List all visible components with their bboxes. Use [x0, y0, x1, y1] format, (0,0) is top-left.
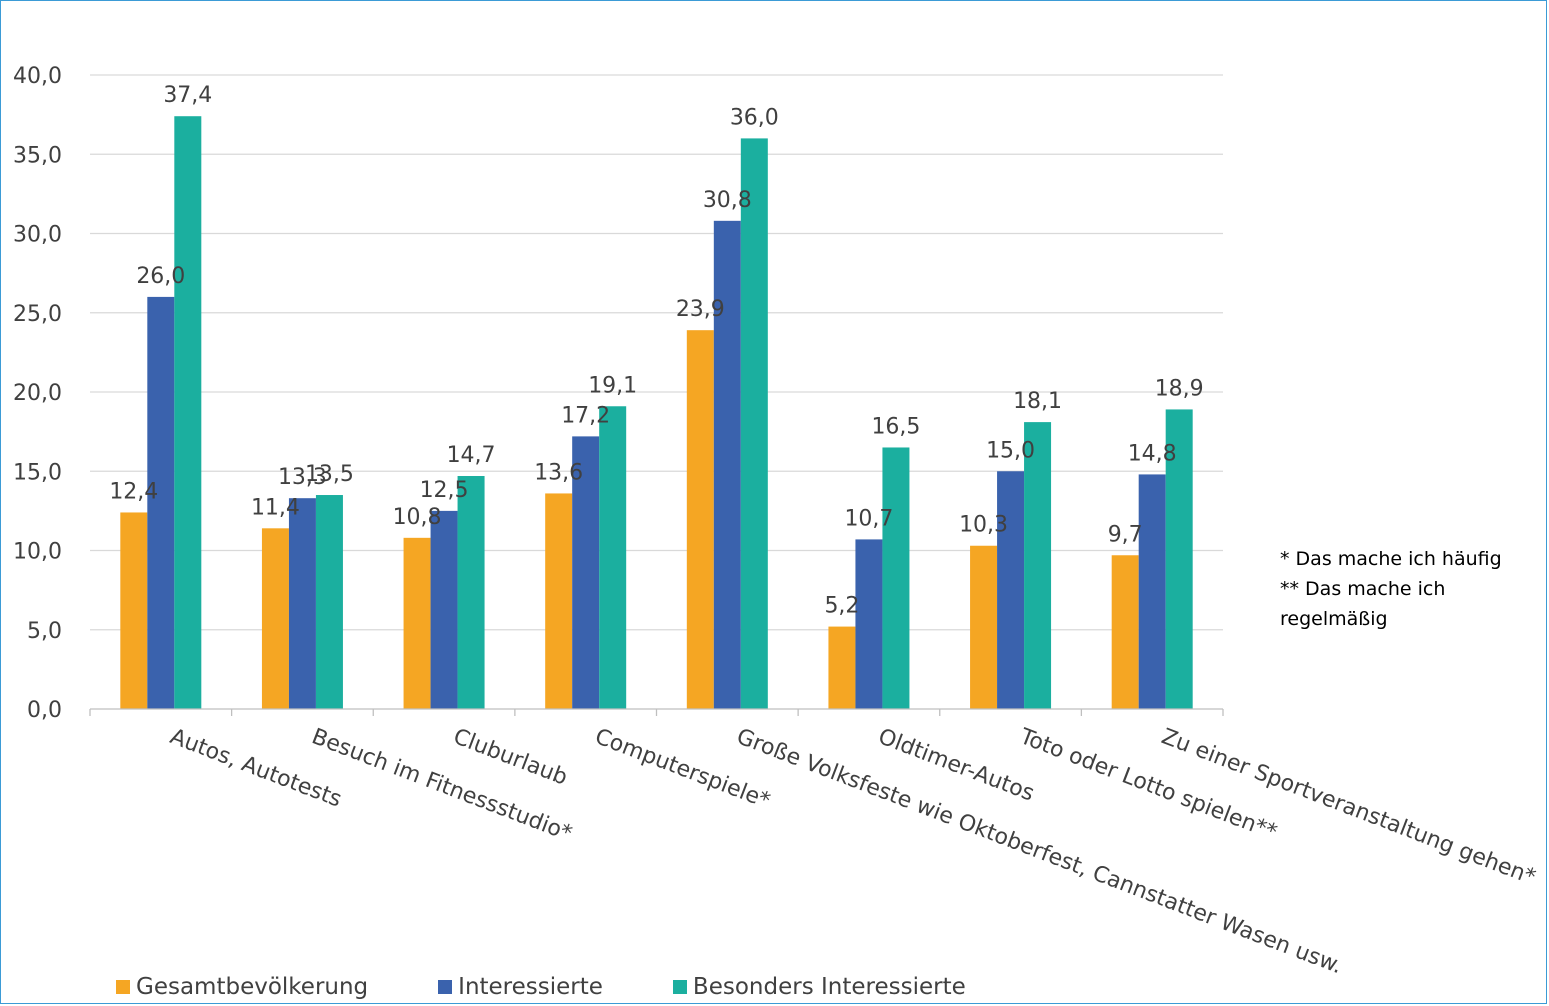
bar — [174, 116, 202, 709]
bar — [970, 545, 998, 709]
footnote-line-2: ** Das mache ich — [1280, 578, 1446, 600]
gridlines — [90, 74, 1223, 631]
y-tick-label: 15,0 — [13, 460, 62, 485]
data-label: 16,5 — [871, 414, 920, 439]
data-label: 12,5 — [420, 478, 469, 503]
bar — [572, 436, 600, 709]
bar — [545, 493, 573, 709]
data-label: 13,3 — [278, 465, 327, 490]
bar — [882, 447, 910, 709]
y-tick-label: 5,0 — [27, 619, 62, 644]
bar — [599, 406, 627, 709]
legend: Gesamtbevölkerung Interessierte Besonder… — [116, 970, 1036, 1004]
legend-swatch-gesamtbevoelkerung — [116, 980, 130, 994]
bar — [713, 220, 741, 709]
x-category-label: Besuch im Fitnessstudio* — [308, 724, 575, 846]
x-category-label: Toto oder Lotto spielen** — [1015, 724, 1280, 846]
y-tick-label: 40,0 — [13, 64, 62, 89]
bars — [120, 116, 1193, 709]
data-label: 13,5 — [305, 462, 354, 487]
legend-item-gesamtbevoelkerung: Gesamtbevölkerung — [116, 974, 368, 1000]
footnote-line-3: regelmäßig — [1280, 608, 1388, 630]
data-label: 9,7 — [1108, 522, 1143, 547]
footnote-line-1: * Das mache ich häufig — [1280, 548, 1502, 570]
bar — [288, 498, 316, 709]
data-label: 19,1 — [588, 373, 637, 398]
data-label: 10,8 — [393, 505, 442, 530]
y-tick-label: 35,0 — [13, 143, 62, 168]
data-label: 12,4 — [109, 479, 158, 504]
bar — [147, 296, 175, 709]
bar — [686, 330, 714, 709]
bar — [828, 626, 856, 709]
data-label: 26,0 — [136, 264, 185, 289]
y-tick-label: 30,0 — [13, 223, 62, 248]
data-label: 5,2 — [824, 594, 859, 619]
legend-item-besonders-interessierte: Besonders Interessierte — [672, 974, 966, 1000]
x-category-label: Cluburlaub — [450, 724, 571, 790]
data-label: 18,1 — [1013, 389, 1062, 414]
bar — [261, 528, 289, 709]
data-label: 30,8 — [703, 188, 752, 213]
bar — [997, 471, 1025, 709]
legend-swatch-besonders-interessierte — [672, 980, 687, 994]
bar — [315, 495, 343, 709]
data-label: 14,7 — [447, 443, 496, 468]
bar — [1138, 474, 1166, 709]
bar — [855, 539, 883, 709]
y-tick-label: 0,0 — [27, 698, 62, 723]
data-label: 18,9 — [1155, 376, 1204, 401]
bar — [1111, 555, 1139, 709]
footnote: * Das mache ich häufig ** Das mache ich … — [1280, 544, 1540, 634]
data-label: 23,9 — [676, 297, 725, 322]
legend-label: Besonders Interessierte — [692, 974, 966, 1000]
bar — [430, 510, 458, 709]
bar — [403, 537, 431, 709]
bar — [457, 476, 485, 709]
data-label: 15,0 — [986, 438, 1035, 463]
bar — [120, 512, 148, 709]
data-label: 11,4 — [251, 495, 300, 520]
data-labels: 12,4 11,4 10,8 13,6 23,9 5,2 10,3 9,7 26,0 13,3 12… — [109, 83, 1203, 618]
bar — [1024, 422, 1052, 709]
legend-item-interessierte: Interessierte — [438, 974, 603, 1000]
y-tick-label: 25,0 — [13, 302, 62, 327]
y-axis: 0,0 5,0 10,0 15,0 20,0 25,0 30,0 35,0 40,0 — [13, 64, 62, 723]
legend-swatch-interessierte — [438, 980, 453, 994]
y-tick-label: 20,0 — [13, 381, 62, 406]
legend-label: Gesamtbevölkerung — [136, 974, 369, 1000]
data-label: 14,8 — [1128, 441, 1177, 466]
data-label: 13,6 — [534, 460, 583, 485]
bar — [1165, 409, 1193, 709]
data-label: 10,3 — [959, 513, 1008, 538]
data-label: 36,0 — [730, 105, 779, 130]
legend-label: Interessierte — [458, 974, 603, 1000]
data-label: 17,2 — [561, 403, 610, 428]
data-label: 37,4 — [163, 83, 212, 108]
bar — [740, 138, 768, 709]
y-tick-label: 10,0 — [13, 540, 62, 565]
data-label: 10,7 — [844, 506, 893, 531]
